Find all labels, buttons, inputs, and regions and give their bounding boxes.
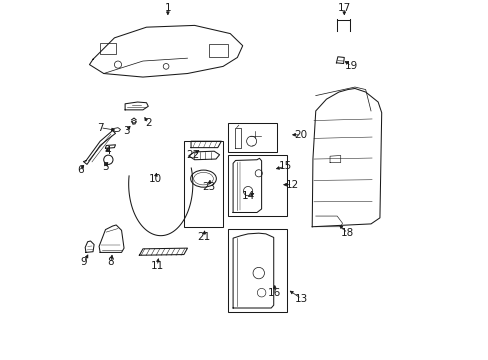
Text: 16: 16 [267,288,281,298]
Text: 20: 20 [294,130,307,140]
Text: 3: 3 [123,126,130,135]
Text: 5: 5 [102,162,109,172]
Text: 6: 6 [77,165,84,175]
Text: 10: 10 [148,174,162,184]
Text: 4: 4 [104,146,110,156]
Text: 8: 8 [107,257,114,267]
Text: 11: 11 [150,261,163,271]
Text: 2: 2 [144,118,151,129]
Text: 9: 9 [81,257,87,267]
Text: 23: 23 [202,182,215,192]
Text: 12: 12 [285,180,299,190]
Text: 14: 14 [241,192,254,202]
Text: 7: 7 [97,123,103,133]
Text: 19: 19 [344,61,357,71]
Text: 17: 17 [337,3,350,13]
Text: 21: 21 [197,233,210,242]
Text: 13: 13 [294,294,307,304]
Text: 18: 18 [341,228,354,238]
Text: 1: 1 [164,3,171,13]
Text: 22: 22 [186,150,199,160]
Text: 15: 15 [278,161,291,171]
